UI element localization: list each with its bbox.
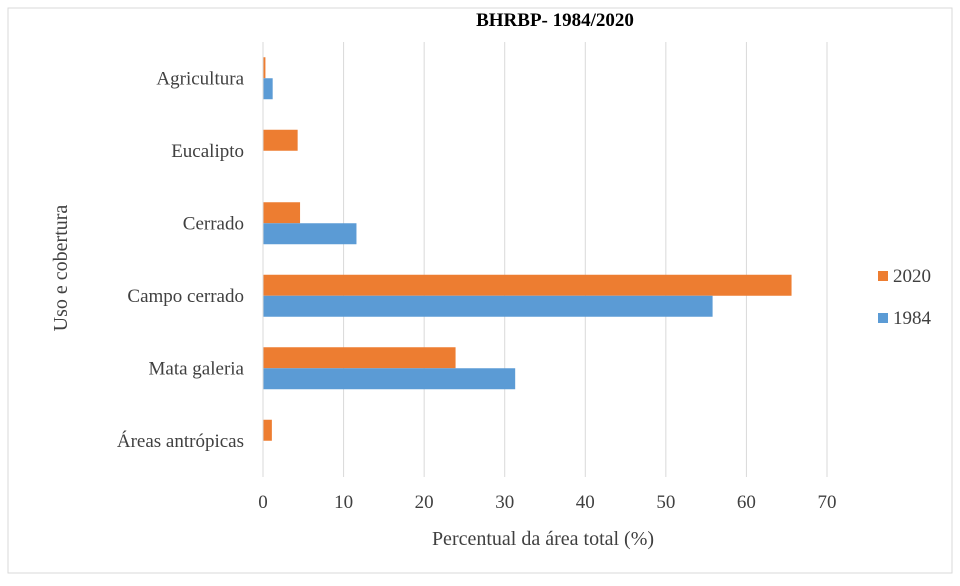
bar-2020 (263, 57, 266, 79)
bars (263, 57, 792, 441)
y-tick-label: Campo cerrado (127, 286, 244, 307)
x-tick-label: 30 (495, 492, 514, 513)
x-axis-title: Percentual da área total (%) (432, 528, 654, 550)
x-tick-label: 40 (576, 492, 595, 513)
bar-1984 (263, 295, 713, 317)
x-axis-labels: 0 10 20 30 40 50 60 70 (258, 492, 836, 513)
x-tick-label: 70 (818, 492, 837, 513)
legend-swatch-2020 (878, 271, 888, 281)
x-tick-label: 50 (656, 492, 675, 513)
bar-1984 (263, 368, 516, 390)
legend-label-2020: 2020 (893, 266, 931, 287)
x-tick-label: 60 (737, 492, 756, 513)
x-tick-label: 20 (415, 492, 434, 513)
y-tick-label: Agricultura (156, 68, 244, 89)
bar-2020 (263, 419, 272, 441)
x-tick-label: 10 (334, 492, 353, 513)
bar-2020 (263, 129, 298, 151)
bar-2020 (263, 347, 456, 369)
gridlines (343, 42, 828, 477)
legend-label-1984: 1984 (893, 308, 932, 329)
bar-1984 (263, 223, 357, 245)
y-tick-label: Cerrado (183, 213, 244, 234)
bar-2020 (263, 202, 301, 224)
y-tick-label: Eucalipto (171, 141, 244, 162)
y-axis-title: Uso e cobertura (50, 205, 72, 332)
x-tick-label: 0 (258, 492, 268, 513)
bar-2020 (263, 274, 792, 296)
bar-1984 (263, 78, 273, 100)
y-axis-labels: Agricultura Eucalipto Cerrado Campo cerrado… (117, 68, 245, 452)
y-tick-label: Mata galeria (149, 358, 245, 379)
chart-title: BHRBP- 1984/2020 (476, 10, 634, 31)
legend-swatch-1984 (878, 313, 888, 323)
legend: 2020 1984 (878, 266, 932, 329)
y-tick-label: Áreas antrópicas (117, 430, 244, 452)
